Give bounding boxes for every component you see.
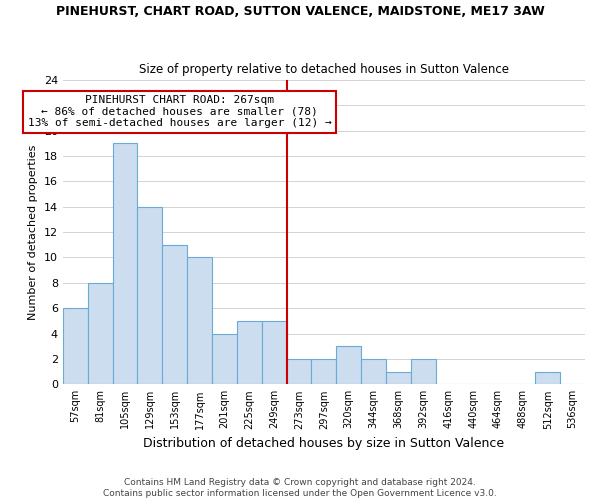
Bar xyxy=(237,321,262,384)
Bar xyxy=(386,372,411,384)
X-axis label: Distribution of detached houses by size in Sutton Valence: Distribution of detached houses by size … xyxy=(143,437,505,450)
Bar xyxy=(63,308,88,384)
Text: Contains HM Land Registry data © Crown copyright and database right 2024.
Contai: Contains HM Land Registry data © Crown c… xyxy=(103,478,497,498)
Bar xyxy=(337,346,361,385)
Text: PINEHURST, CHART ROAD, SUTTON VALENCE, MAIDSTONE, ME17 3AW: PINEHURST, CHART ROAD, SUTTON VALENCE, M… xyxy=(56,5,544,18)
Bar xyxy=(137,207,162,384)
Bar xyxy=(361,359,386,384)
Bar xyxy=(88,283,113,384)
Bar xyxy=(212,334,237,384)
Title: Size of property relative to detached houses in Sutton Valence: Size of property relative to detached ho… xyxy=(139,63,509,76)
Bar xyxy=(187,258,212,384)
Bar xyxy=(262,321,287,384)
Bar xyxy=(411,359,436,384)
Bar xyxy=(162,245,187,384)
Bar xyxy=(113,144,137,384)
Text: PINEHURST CHART ROAD: 267sqm
← 86% of detached houses are smaller (78)
13% of se: PINEHURST CHART ROAD: 267sqm ← 86% of de… xyxy=(28,95,332,128)
Bar xyxy=(287,359,311,384)
Bar xyxy=(311,359,337,384)
Bar xyxy=(535,372,560,384)
Y-axis label: Number of detached properties: Number of detached properties xyxy=(28,144,38,320)
